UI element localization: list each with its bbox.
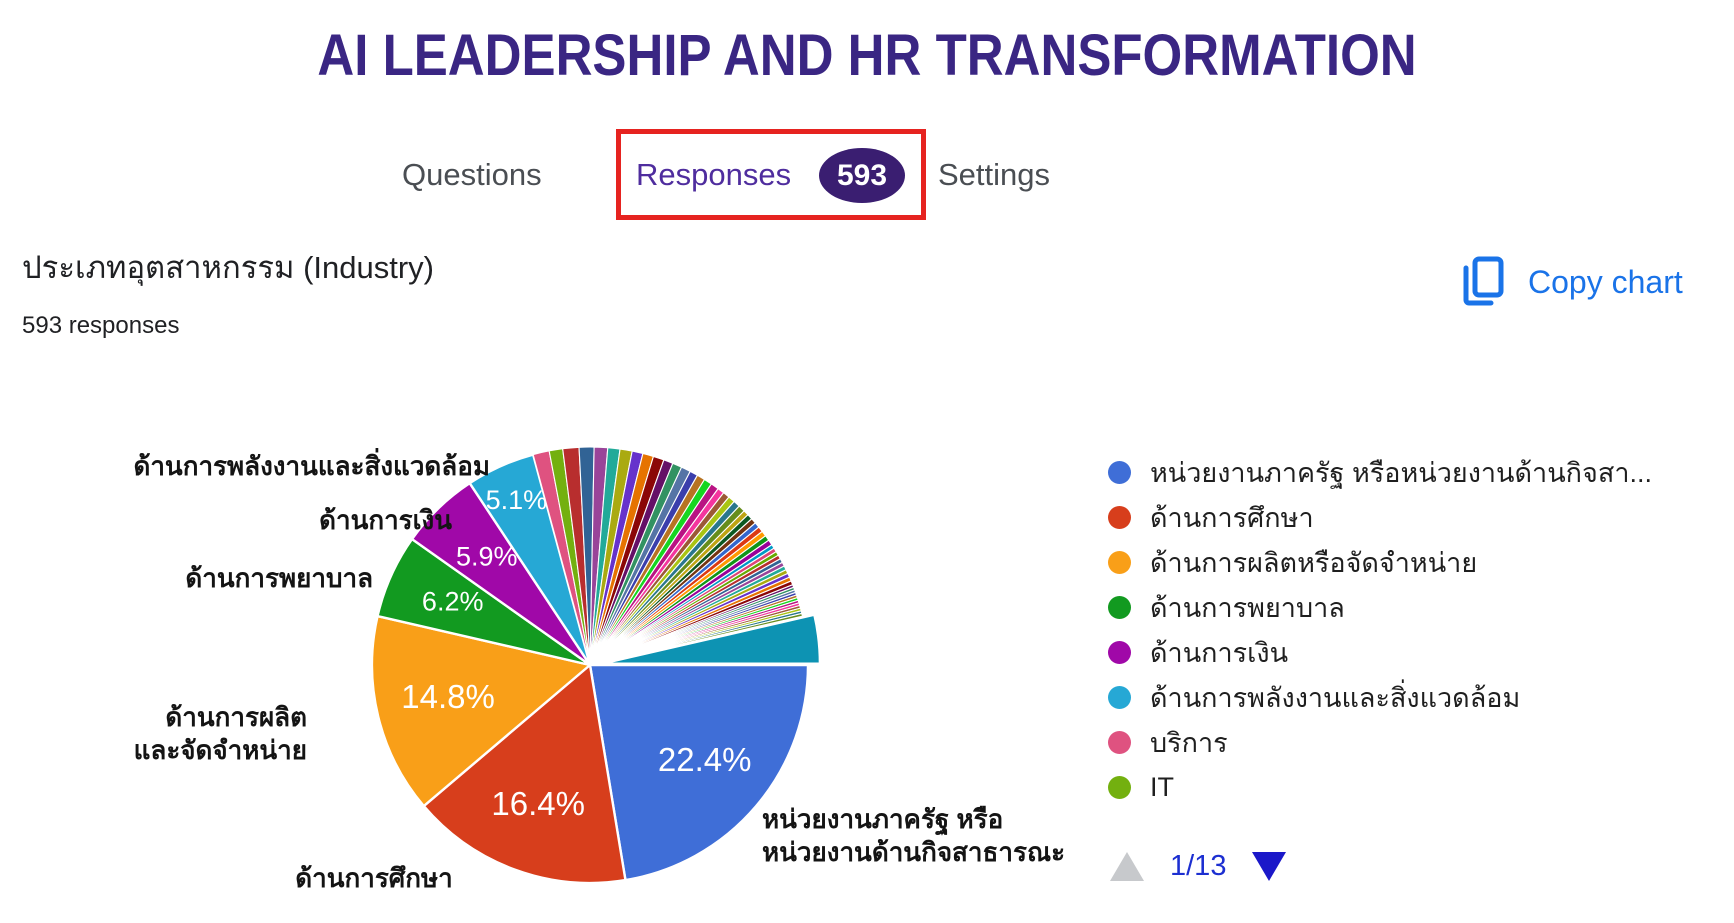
pie-slice-exploded[interactable] <box>601 613 822 665</box>
legend-color-dot <box>1108 596 1131 619</box>
responses-count-text: 593 responses <box>22 312 180 339</box>
legend-label: IT <box>1150 772 1174 802</box>
legend-pager: 1/13 <box>1110 850 1287 883</box>
pie-callout-3: ด้านการผลิต และจัดจำหน่าย <box>133 702 307 765</box>
legend-color-dot <box>1108 506 1131 529</box>
pie-pct-label-2: 14.8% <box>401 678 495 715</box>
pie-slice-2[interactable] <box>370 614 593 808</box>
copy-chart-label: Copy chart <box>1528 263 1683 300</box>
form-title: AI LEADERSHIP AND HR TRANSFORMATION <box>317 23 1417 88</box>
pie-callout-5: หน่วยงานภาครัฐ หรือ หน่วยงานด้านกิจสาธารณ… <box>762 804 1066 867</box>
legend-color-dot <box>1108 731 1131 754</box>
pie-callout-2: ด้านการพยาบาล <box>185 562 373 593</box>
legend-color-dot <box>1108 461 1131 484</box>
pie-slice-0[interactable] <box>588 663 810 882</box>
legend-color-dot <box>1108 551 1131 574</box>
legend-label: บริการ <box>1150 728 1228 758</box>
pager-down-icon[interactable] <box>1252 852 1287 881</box>
legend-label: ด้านการพยาบาล <box>1150 593 1345 623</box>
pie-pct-label-1: 16.4% <box>491 785 585 822</box>
legend-label: ด้านการพลังงานและสิ่งแวดล้อม <box>1150 683 1521 713</box>
legend-item-7[interactable]: IT <box>1108 765 1652 810</box>
responses-count-badge: 593 <box>819 148 905 203</box>
legend-item-4[interactable]: ด้านการเงิน <box>1108 630 1652 675</box>
chart-legend: หน่วยงานภาครัฐ หรือหน่วยงานด้านกิจสา... ด… <box>1108 450 1652 810</box>
question-title: ประเภทอุตสาหกรรม (Industry) <box>22 250 434 285</box>
legend-label: ด้านการผลิตหรือจัดจำหน่าย <box>1150 548 1478 578</box>
legend-color-dot <box>1108 776 1131 799</box>
pie-pct-label-0: 22.4% <box>658 741 752 778</box>
pie-slice-1[interactable] <box>422 662 627 885</box>
legend-item-6[interactable]: บริการ <box>1108 720 1652 765</box>
legend-item-2[interactable]: ด้านการผลิตหรือจัดจำหน่าย <box>1108 540 1652 585</box>
copy-icon <box>1463 256 1504 306</box>
pie-sliver-50[interactable] <box>589 612 804 666</box>
tab-responses[interactable]: Responses <box>636 157 792 192</box>
legend-item-5[interactable]: ด้านการพลังงานและสิ่งแวดล้อม <box>1108 675 1652 720</box>
pie-callout-1: ด้านการเงิน <box>319 504 452 535</box>
legend-label: ด้านการศึกษา <box>1150 503 1314 533</box>
pie-pct-label-3: 6.2% <box>422 587 484 617</box>
legend-color-dot <box>1108 641 1131 664</box>
tab-questions[interactable]: Questions <box>402 157 542 192</box>
tab-settings[interactable]: Settings <box>938 157 1051 192</box>
annotation-highlight-box <box>616 129 926 220</box>
pie-pct-label-5: 5.1% <box>486 485 548 515</box>
legend-item-1[interactable]: ด้านการศึกษา <box>1108 495 1652 540</box>
pie-callout-0: ด้านการพลังงานและสิ่งแวดล้อม <box>133 450 490 481</box>
legend-color-dot <box>1108 686 1131 709</box>
legend-label: หน่วยงานภาครัฐ หรือหน่วยงานด้านกิจสา... <box>1150 458 1652 488</box>
legend-label: ด้านการเงิน <box>1150 638 1289 668</box>
legend-item-0[interactable]: หน่วยงานภาครัฐ หรือหน่วยงานด้านกิจสา... <box>1108 450 1652 495</box>
pager-up-icon[interactable] <box>1110 852 1144 881</box>
copy-chart-button[interactable]: Copy chart <box>1460 256 1683 308</box>
pager-label: 1/13 <box>1170 850 1227 882</box>
legend-item-3[interactable]: ด้านการพยาบาล <box>1108 585 1652 630</box>
pie-callout-4: ด้านการศึกษา <box>295 862 453 893</box>
pie-pct-label-4: 5.9% <box>456 542 518 572</box>
